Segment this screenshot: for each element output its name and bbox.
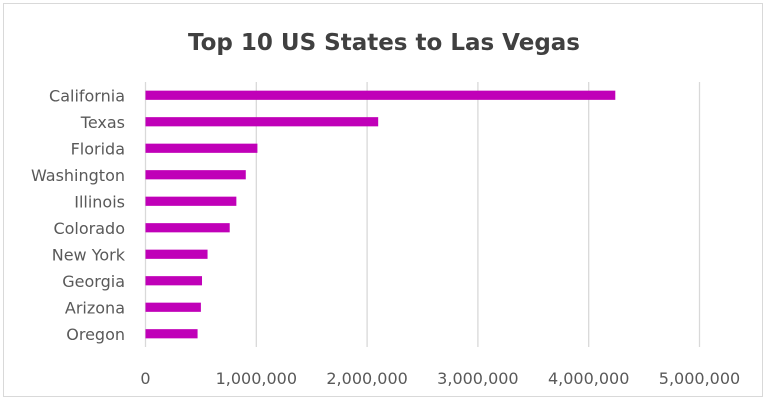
x-tick-label: 5,000,000 (659, 369, 740, 388)
category-label: Colorado (53, 219, 125, 238)
bar-arizona (145, 302, 201, 312)
chart-title: Top 10 US States to Las Vegas (188, 30, 580, 56)
bar-florida (145, 143, 258, 153)
category-label: Georgia (62, 272, 125, 291)
category-label: Texas (80, 113, 125, 132)
category-label: Oregon (66, 325, 125, 344)
x-tick-label: 4,000,000 (548, 369, 629, 388)
category-label: New York (52, 245, 126, 264)
bar-illinois (145, 196, 237, 206)
bar-new-york (145, 249, 208, 259)
bar-colorado (145, 223, 230, 233)
bar-texas (145, 117, 379, 127)
x-tick-label: 1,000,000 (216, 369, 297, 388)
x-tick-label: 3,000,000 (437, 369, 518, 388)
category-label: Arizona (65, 298, 125, 317)
category-label: Washington (31, 166, 125, 185)
bar-california (145, 90, 616, 100)
bar-oregon (145, 329, 198, 339)
category-label: Illinois (74, 192, 125, 211)
x-tick-label: 2,000,000 (326, 369, 407, 388)
category-label: Florida (71, 139, 125, 158)
bar-georgia (145, 276, 203, 286)
bar-washington (145, 170, 246, 180)
chart-frame (3, 3, 763, 397)
category-label: California (49, 86, 125, 105)
x-tick-label: 0 (140, 369, 150, 388)
